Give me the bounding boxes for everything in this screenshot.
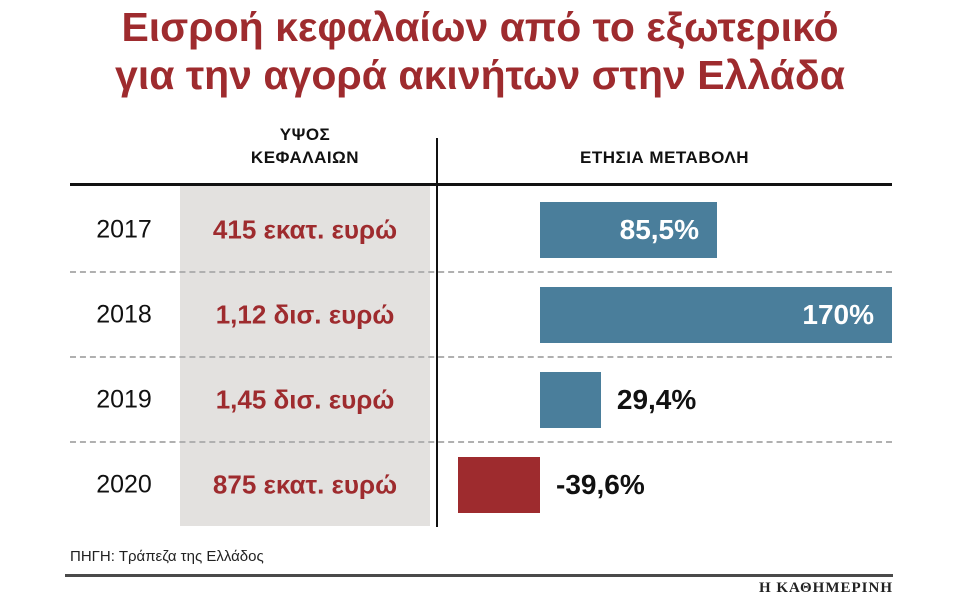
amount-value: 1,12 δισ. ευρώ (215, 299, 395, 329)
header-rule-line (70, 183, 892, 186)
column-divider-line (436, 138, 438, 527)
row-separator (70, 271, 892, 273)
table-row: 2018 1,12 δισ. ευρώ 170% (0, 272, 960, 358)
year-label: 2017 (96, 215, 152, 243)
amount-value: 1,45 δισ. ευρώ (215, 384, 395, 414)
bar-area: 170% (437, 272, 892, 357)
bar-area: 85,5% (437, 187, 892, 272)
brand-logo: Η ΚΑΘΗΜΕΡΙΝΗ (758, 580, 893, 596)
table-row: 2020 875 εκατ. ευρώ -39,6% (0, 442, 960, 527)
amount-value: 415 εκατ. ευρώ (212, 214, 398, 244)
column-header-amount-line1: ΥΨΟΣ (279, 125, 331, 144)
year-label: 2019 (96, 385, 152, 413)
table-row: 2019 1,45 δισ. ευρώ 29,4% (0, 357, 960, 443)
bar-area: 29,4% (437, 357, 892, 442)
source-text: ΠΗΓΗ: Τράπεζα της Ελλάδος (70, 548, 264, 565)
amount-value: 875 εκατ. ευρώ (212, 469, 398, 499)
change-bar-label: 29,4% (616, 383, 697, 415)
year-label: 2020 (96, 470, 152, 498)
change-bar-label: 85,5% (619, 213, 700, 245)
brand-rule-line (65, 574, 893, 577)
table-row: 2017 415 εκατ. ευρώ 85,5% (0, 187, 960, 273)
chart-title: Εισροή κεφαλαίων από το εξωτερικό για τη… (0, 4, 960, 100)
row-separator (70, 356, 892, 358)
chart-title-line2: για την αγορά ακινήτων στην Ελλάδα (115, 51, 845, 98)
change-bar-label: -39,6% (556, 468, 645, 500)
change-bar (458, 456, 540, 513)
column-header-amount: ΥΨΟΣ ΚΕΦΑΛΑΙΩΝ (180, 124, 430, 170)
change-bar (540, 286, 892, 343)
change-bar (540, 201, 718, 258)
chart-rows: 2017 415 εκατ. ευρώ 85,5% 2018 1,12 δισ.… (0, 187, 960, 527)
change-bar-label: 170% (802, 298, 874, 330)
bar-area: -39,6% (437, 442, 892, 527)
column-header-change: ΕΤΗΣΙΑ ΜΕΤΑΒΟΛΗ (580, 148, 749, 167)
year-label: 2018 (96, 300, 152, 328)
chart-title-line1: Εισροή κεφαλαίων από το εξωτερικό (121, 4, 839, 50)
column-header-amount-line2: ΚΕΦΑΛΑΙΩΝ (250, 147, 360, 167)
change-bar (540, 371, 601, 428)
row-separator (70, 441, 892, 443)
